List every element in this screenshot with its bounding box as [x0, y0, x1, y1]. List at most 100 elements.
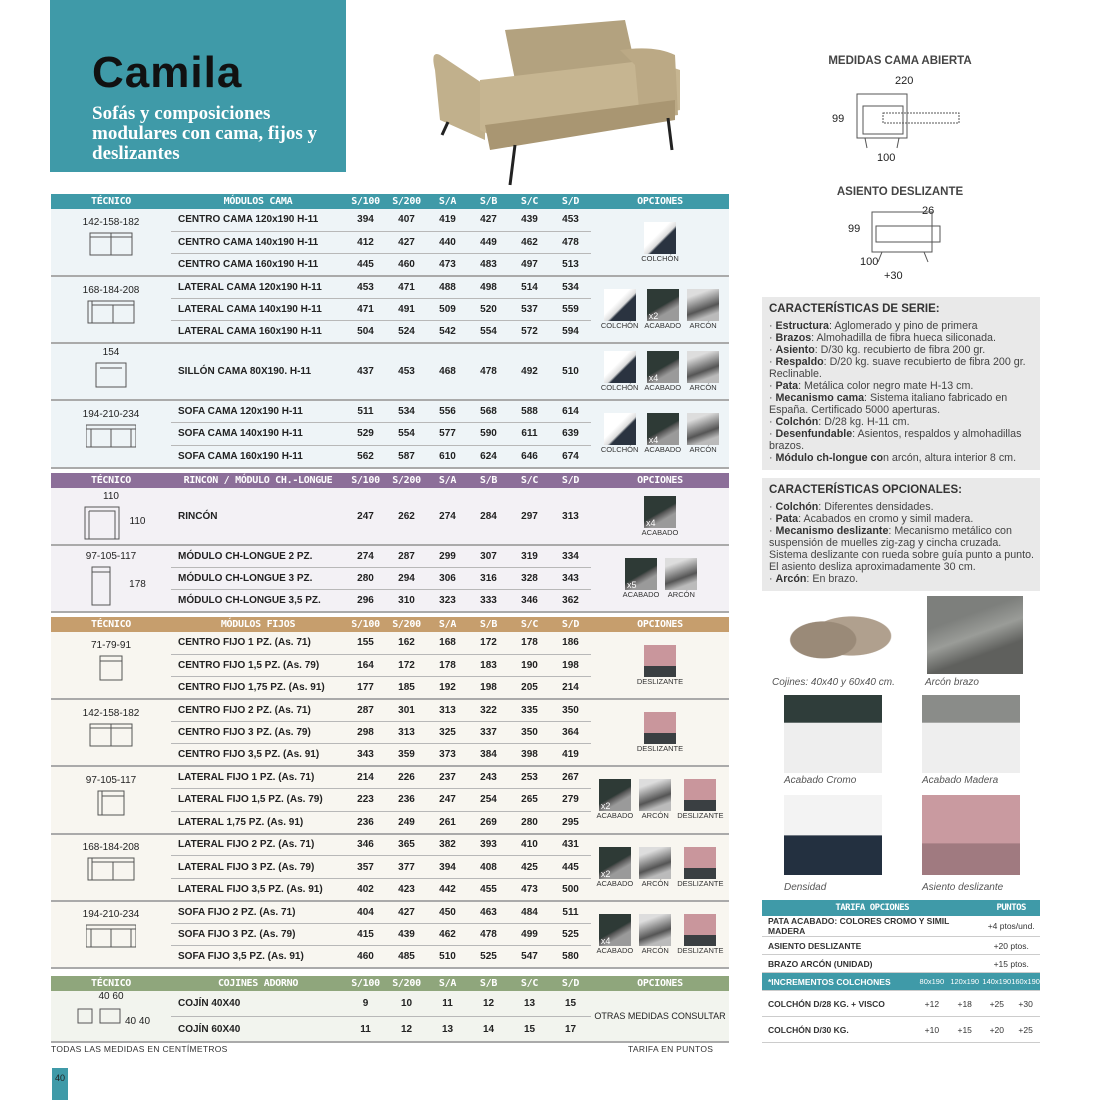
dim-extra: +30 [884, 270, 903, 282]
option-acabado: x4 ACABADO [644, 413, 681, 454]
price-cell: 450 [427, 900, 468, 924]
dim-depth: 100 [860, 256, 879, 268]
price-cell: 343 [357, 749, 374, 761]
module-plan-diagram [84, 506, 120, 540]
module-name: SOFA FIJO 3,5 PZ. (As. 91) [178, 950, 304, 962]
price-cell: 323 [439, 595, 456, 607]
price-cell: 646 [521, 450, 538, 462]
quantity-label: x5 [627, 580, 637, 591]
price-cell: 310 [398, 595, 415, 607]
option-label: ACABADO [596, 878, 634, 888]
option-label: ACABADO [596, 811, 634, 821]
price-cell: 393 [468, 833, 509, 857]
price-cell: 484 [509, 900, 550, 924]
price-cell: 394 [427, 855, 468, 879]
feature-value: : Acabados en cromo y simil madera. [798, 513, 974, 525]
quantity-label: x2 [600, 801, 611, 812]
price-cell: 237 [427, 766, 468, 790]
column-header: S/200 [392, 978, 421, 989]
price-cell: 10 [386, 991, 427, 1017]
price-cell: 580 [562, 950, 579, 962]
price-cell: 328 [509, 567, 550, 591]
tecnico-dimensions-secondary: 178 [129, 578, 146, 590]
price-cell: 525 [480, 950, 497, 962]
price-cell: 463 [468, 900, 509, 924]
photo-caption: Densidad [784, 882, 827, 893]
features-column: CARACTERÍSTICAS DE SERIE: · Estructura: … [762, 297, 1040, 591]
price-cell: 554 [386, 422, 427, 446]
price-cell: 198 [480, 682, 497, 694]
tecnico-dimensions: 194-210-234 [82, 909, 140, 921]
option-label: ARCÓN [689, 321, 717, 331]
price-cell: 382 [427, 833, 468, 857]
column-header: OPCIONES [637, 619, 683, 630]
feature-value: : Sistema italiano fabricado en España. … [769, 392, 1008, 416]
price-cell: 280 [345, 567, 386, 591]
option-label: ARCÓN [689, 445, 717, 455]
mattress-name: COLCHÓN D/30 KG. [762, 1016, 917, 1043]
column-header: S/D [561, 196, 580, 207]
price-cell: 333 [480, 595, 497, 607]
price-cell: 498 [468, 276, 509, 300]
module-name: SOFA FIJO 2 PZ. (As. 71) [171, 900, 345, 924]
photo-caption: Cojines: 40x40 y 60x40 cm. [772, 677, 895, 688]
tecnico-cell: 110 110 [51, 488, 171, 545]
tecnico-dimensions-secondary: 40 40 [124, 1016, 151, 1027]
optional-title: CARACTERÍSTICAS OPCIONALES: [769, 484, 962, 496]
table-row: LATERAL CAMA 160x190 H-11 504 524 542 554 572… [51, 321, 729, 343]
price-cell: 394 [345, 209, 386, 232]
price-cell: 265 [509, 788, 550, 812]
price-cell: 587 [398, 450, 415, 462]
feature-value: : D/28 kg. H-11 cm. [818, 416, 910, 428]
feature-key: Arcón [775, 573, 807, 585]
option-deslizante: DESLIZANTE [637, 712, 683, 753]
module-name: CENTRO FIJO 1,5 PZ. (As. 79) [171, 654, 345, 678]
module-name: LATERAL CAMA 160x190 H-11 [178, 326, 322, 338]
option-name: BRAZO ARCÓN (UNIDAD) [762, 954, 983, 973]
tecnico-cell: 194-210-234 [51, 400, 171, 467]
product-group: 142-158-182 CENTRO CAMA 120x190 H-11 394 40… [51, 209, 729, 277]
product-group: 194-210-234 SOFA CAMA 120x190 H-11 511 534 5… [51, 400, 729, 468]
column-header: S/A [438, 978, 457, 989]
feature-item: · Respaldo: D/20 kg. suave recubierto de… [769, 356, 1026, 380]
feature-key: Brazos [775, 332, 812, 344]
module-name: LATERAL FIJO 3,5 PZ. (As. 91) [178, 883, 323, 895]
price-table-section: TÉCNICO COJINES ADORNO S/100 S/200 S/A S/B S/C… [51, 976, 729, 1043]
column-header: S/100 [351, 619, 380, 630]
price-cell: 455 [480, 883, 497, 895]
column-header: MÓDULOS FIJOS [220, 619, 296, 630]
sofa-product-image [433, 20, 680, 186]
increments-header: 160x190 [1011, 972, 1040, 991]
option-points: +15 ptos. [982, 954, 1040, 973]
increment-value: +25 [1011, 1016, 1040, 1043]
tecnico-dimensions: 194-210-234 [82, 408, 140, 420]
price-cell: 280 [521, 816, 538, 828]
column-header: S/B [479, 196, 498, 207]
price-cell: 313 [562, 510, 579, 522]
options-cell: DESLIZANTE [591, 632, 729, 699]
module-plan-diagram [86, 924, 136, 948]
price-cell: 674 [562, 450, 579, 462]
acabado-icon: x4 [598, 913, 631, 946]
increment-value: +25 [982, 990, 1012, 1017]
module-name: CENTRO CAMA 160x190 H-11 [178, 259, 319, 271]
price-cell: 350 [509, 721, 550, 745]
feature-value: : Mecanismo metálico con suspensión de m… [769, 525, 1034, 573]
price-cell: 510 [439, 950, 456, 962]
option-label: ARCÓN [667, 590, 695, 600]
deslizante-icon [684, 846, 717, 879]
price-cell: 301 [386, 699, 427, 723]
price-cell: 445 [357, 259, 374, 271]
asiento-deslizante-photo [922, 795, 1020, 875]
module-name: SILLÓN CAMA 80X190. H-11 [178, 366, 312, 378]
dim-height: 99 [848, 223, 861, 235]
options-cell: COLCHÓN x2 ACABADO ARCÓN [591, 276, 729, 343]
option-deslizante: DESLIZANTE [677, 779, 723, 820]
module-name: LATERAL FIJO 1 PZ. (As. 71) [171, 766, 345, 790]
price-cell: 594 [562, 326, 579, 338]
acabado-icon: x4 [644, 495, 676, 528]
price-cell: 335 [509, 699, 550, 723]
option-label: ACABADO [644, 383, 682, 393]
colchon-icon [643, 221, 676, 254]
price-cell: 164 [345, 654, 386, 678]
